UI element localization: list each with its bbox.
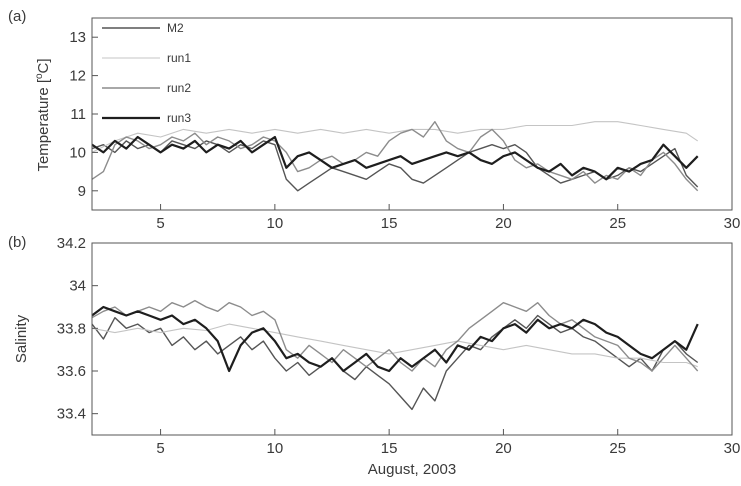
temperature-y-tick-label: 11 xyxy=(70,106,86,123)
salinity-x-tick-label: 20 xyxy=(495,440,512,457)
salinity-x-tick-label: 15 xyxy=(381,440,398,457)
salinity-x-tick-label: 30 xyxy=(724,440,741,457)
temperature-y-axis-label: Temperature [oC] xyxy=(34,58,52,171)
temperature-y-tick-label: 12 xyxy=(69,68,86,85)
salinity-y-tick-label: 33.6 xyxy=(57,363,86,380)
salinity-line-run3 xyxy=(91,305,699,373)
temperature-x-tick-label: 20 xyxy=(495,215,512,232)
legend-label-run1: run1 xyxy=(167,51,191,65)
salinity-y-tick-label: 34.2 xyxy=(57,235,86,252)
legend: M2 run1 run2 run3 xyxy=(102,21,191,125)
temperature-ylabel-super: o xyxy=(34,73,45,79)
salinity-y-axis-label: Salinity xyxy=(13,314,30,363)
salinity-y-tick-label: 34 xyxy=(69,278,86,295)
temperature-y-tick-label: 13 xyxy=(69,29,86,46)
x-axis-label: August, 2003 xyxy=(368,461,456,478)
panel-b-label: (b) xyxy=(8,234,26,251)
temperature-line-run1 xyxy=(91,121,699,153)
salinity-line-M2 xyxy=(91,314,699,411)
temperature-line-run2 xyxy=(91,120,699,192)
temperature-x-tick-label: 30 xyxy=(724,215,741,232)
salinity-series-group xyxy=(91,299,699,411)
salinity-line-run1 xyxy=(91,323,698,368)
salinity-y-ticks: 33.4 33.6 33.8 34 34.2 xyxy=(57,235,98,423)
legend-label-run3: run3 xyxy=(167,111,191,125)
salinity-axes-frame xyxy=(91,242,733,436)
salinity-panel: (b) 5 10 15 20 25 30 33.4 33.6 33.8 34 34.2 Salin… xyxy=(8,234,740,457)
salinity-line-run2 xyxy=(91,299,699,372)
temperature-y-tick-label: 10 xyxy=(69,144,86,161)
panel-a-label: (a) xyxy=(8,8,26,25)
temperature-x-ticks: 5 10 15 20 25 30 xyxy=(156,204,740,232)
temperature-x-tick-label: 10 xyxy=(267,215,284,232)
temperature-series-group xyxy=(91,120,699,192)
temperature-x-tick-label: 15 xyxy=(381,215,398,232)
salinity-x-tick-label: 10 xyxy=(267,440,284,457)
legend-label-run2: run2 xyxy=(167,81,191,95)
salinity-y-tick-label: 33.8 xyxy=(57,320,86,337)
temperature-ylabel-main: Temperature [ xyxy=(35,78,52,171)
temperature-panel: (a) 5 10 15 20 25 30 9 10 11 12 13 Temperature [o… xyxy=(8,8,740,232)
salinity-y-tick-label: 33.4 xyxy=(57,406,86,423)
temperature-y-ticks: 9 10 11 12 13 xyxy=(69,29,98,200)
salinity-x-tick-label: 5 xyxy=(156,440,164,457)
temperature-line-run3 xyxy=(91,135,699,181)
salinity-x-tick-label: 25 xyxy=(609,440,626,457)
legend-label-M2: M2 xyxy=(167,21,184,35)
salinity-x-ticks: 5 10 15 20 25 30 xyxy=(156,429,740,457)
temperature-x-tick-label: 25 xyxy=(609,215,626,232)
temperature-ylabel-tail: C] xyxy=(35,58,52,73)
temperature-y-tick-label: 9 xyxy=(78,183,86,200)
temperature-x-tick-label: 5 xyxy=(156,215,164,232)
